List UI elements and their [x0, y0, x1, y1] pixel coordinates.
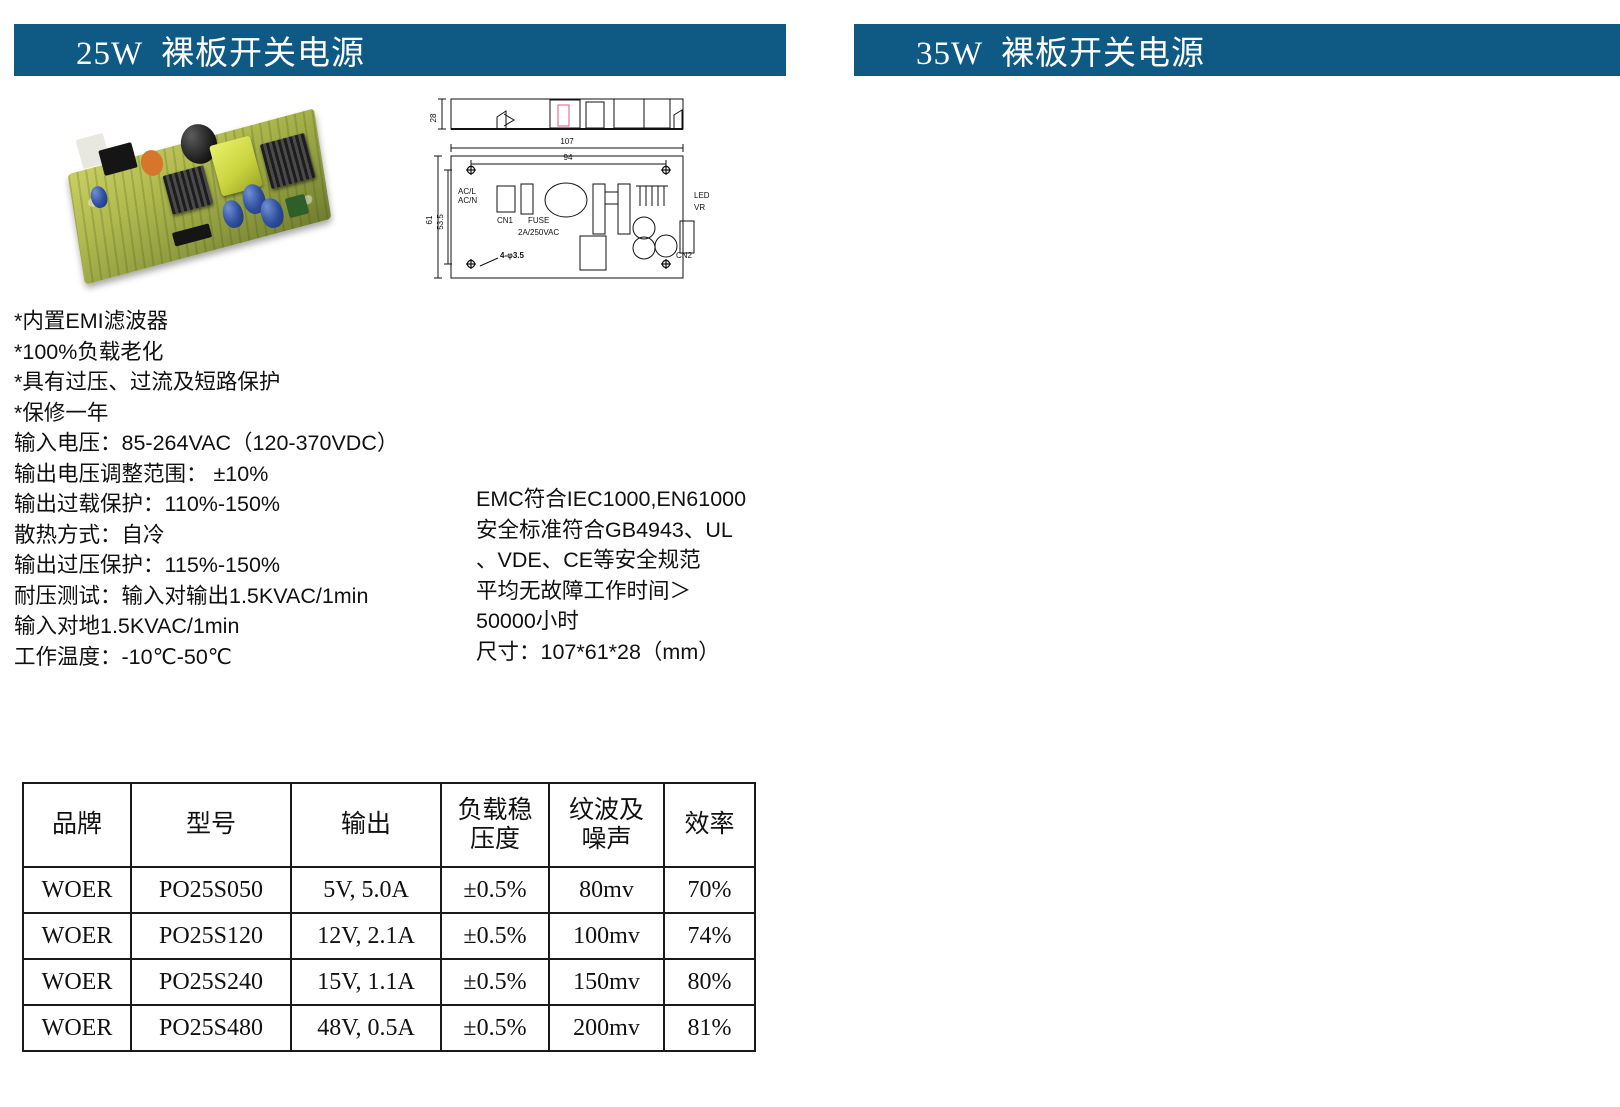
cell-output: 5V, 5.0A: [290, 866, 442, 914]
label-ac-n-25w: AC/N: [458, 196, 477, 205]
feature-line: *内置EMI滤波器: [14, 309, 169, 333]
table-row: WOER PO25S120 12V, 2.1A ±0.5% 100mv 74%: [22, 912, 756, 960]
cell-output: 12V, 2.1A: [290, 912, 442, 960]
th-model: 型号: [130, 782, 292, 868]
standard-line: 50000小时: [476, 609, 579, 634]
dim-height-25w: 28: [429, 113, 438, 122]
standard-line: 、VDE、CE等安全规范: [476, 548, 701, 573]
table-row: WOER PO25S050 5V, 5.0A ±0.5% 80mv 70%: [22, 866, 756, 914]
label-cn2-25w: CN2: [676, 251, 693, 260]
dim-innerwidth-25w: 53.5: [436, 214, 445, 230]
cell-load-regulation: ±0.5%: [440, 958, 550, 1006]
page-title-25w: 25W 裸板开关电源: [76, 36, 366, 72]
cell-ripple-noise: 100mv: [548, 912, 665, 960]
cell-efficiency: 74%: [663, 912, 756, 960]
dim-width-25w: 61: [425, 215, 434, 224]
th-efficiency: 效率: [663, 782, 756, 868]
feature-line: 输出电压调整范围： ±10%: [14, 461, 269, 486]
cell-model: PO25S480: [130, 1004, 292, 1052]
standards-list-25w: EMC符合IEC1000,EN61000 安全标准符合GB4943、UL 、VD…: [476, 484, 776, 667]
table-row: WOER PO25S480 48V, 0.5A ±0.5% 200mv 81%: [22, 1004, 756, 1052]
standard-line: 平均无故障工作时间＞: [476, 578, 692, 603]
cell-load-regulation: ±0.5%: [440, 866, 550, 914]
dim-holespan-25w: 94: [564, 153, 573, 162]
cell-ripple-noise: 80mv: [548, 866, 665, 914]
label-led-25w: LED: [694, 191, 710, 200]
standard-line: EMC符合IEC1000,EN61000: [476, 487, 747, 511]
feature-line: 散热方式：自冷: [14, 522, 165, 547]
feature-line: 工作温度：-10℃-50℃: [14, 644, 232, 669]
feature-line: 输入对地1.5KVAC/1min: [14, 614, 240, 639]
feature-line: *具有过压、过流及短路保护: [14, 370, 281, 395]
label-ac-l-25w: AC/L: [458, 187, 476, 196]
feature-line: 输出过压保护：115%-150%: [14, 553, 281, 578]
product-photo-25w: [55, 100, 345, 285]
dim-length-25w: 107: [560, 137, 574, 146]
panel-title-bar-25w: 25W 裸板开关电源: [14, 24, 786, 76]
cell-model: PO25S240: [130, 958, 292, 1006]
feature-line: 输入电压：85-264VAC（120-370VDC）: [14, 431, 399, 456]
cell-model: PO25S120: [130, 912, 292, 960]
th-output: 输出: [290, 782, 442, 868]
dimension-drawing-25w: 28 107 94 61 53.5 AC/L AC/N CN1 FUSE 2A/…: [418, 88, 718, 286]
page-title-35w: 35W 裸板开关电源: [916, 36, 1206, 72]
table-row: WOER PO25S240 15V, 1.1A ±0.5% 150mv 80%: [22, 958, 756, 1006]
cell-efficiency: 80%: [663, 958, 756, 1006]
standard-line: 尺寸：107*61*28（mm）: [476, 639, 720, 664]
cell-brand: WOER: [22, 866, 132, 914]
label-fuse-rating-25w: 2A/250VAC: [518, 228, 559, 237]
pcb-illustration-25w: [55, 100, 345, 285]
product-panel-35w: 35W 裸板开关电源: [820, 0, 1620, 1107]
feature-line: *保修一年: [14, 400, 109, 425]
cell-efficiency: 70%: [663, 866, 756, 914]
cell-brand: WOER: [22, 1004, 132, 1052]
cell-brand: WOER: [22, 912, 132, 960]
cell-load-regulation: ±0.5%: [440, 1004, 550, 1052]
label-hole-note-25w: 4-φ3.5: [500, 251, 525, 260]
cell-ripple-noise: 200mv: [548, 1004, 665, 1052]
model-table-25w: 品牌 型号 输出 负载稳 压度 纹波及 噪声 效率 WOER PO25S050 5V…: [22, 782, 756, 1052]
label-vr-25w: VR: [694, 203, 705, 212]
cell-efficiency: 81%: [663, 1004, 756, 1052]
label-fuse-25w: FUSE: [528, 216, 549, 225]
cell-output: 15V, 1.1A: [290, 958, 442, 1006]
product-panel-25w: 25W 裸板开关电源: [0, 0, 800, 1107]
standard-line: 安全标准符合GB4943、UL: [476, 517, 733, 542]
feature-line: 耐压测试：输入对输出1.5KVAC/1min: [14, 583, 369, 608]
th-ripple-noise: 纹波及 噪声: [548, 782, 665, 868]
th-brand: 品牌: [22, 782, 132, 868]
cell-output: 48V, 0.5A: [290, 1004, 442, 1052]
label-cn1-25w: CN1: [497, 216, 514, 225]
th-load-regulation: 负载稳 压度: [440, 782, 550, 868]
cell-brand: WOER: [22, 958, 132, 1006]
cell-ripple-noise: 150mv: [548, 958, 665, 1006]
cell-model: PO25S050: [130, 866, 292, 914]
feature-line: *100%负载老化: [14, 339, 164, 364]
feature-line: 输出过载保护：110%-150%: [14, 492, 281, 517]
feature-list-25w: *内置EMI滤波器 *100%负载老化 *具有过压、过流及短路保护 *保修一年 …: [14, 306, 464, 672]
table-header-row: 品牌 型号 输出 负载稳 压度 纹波及 噪声 效率: [22, 782, 756, 868]
cell-load-regulation: ±0.5%: [440, 912, 550, 960]
panel-title-bar-35w: 35W 裸板开关电源: [854, 24, 1620, 76]
